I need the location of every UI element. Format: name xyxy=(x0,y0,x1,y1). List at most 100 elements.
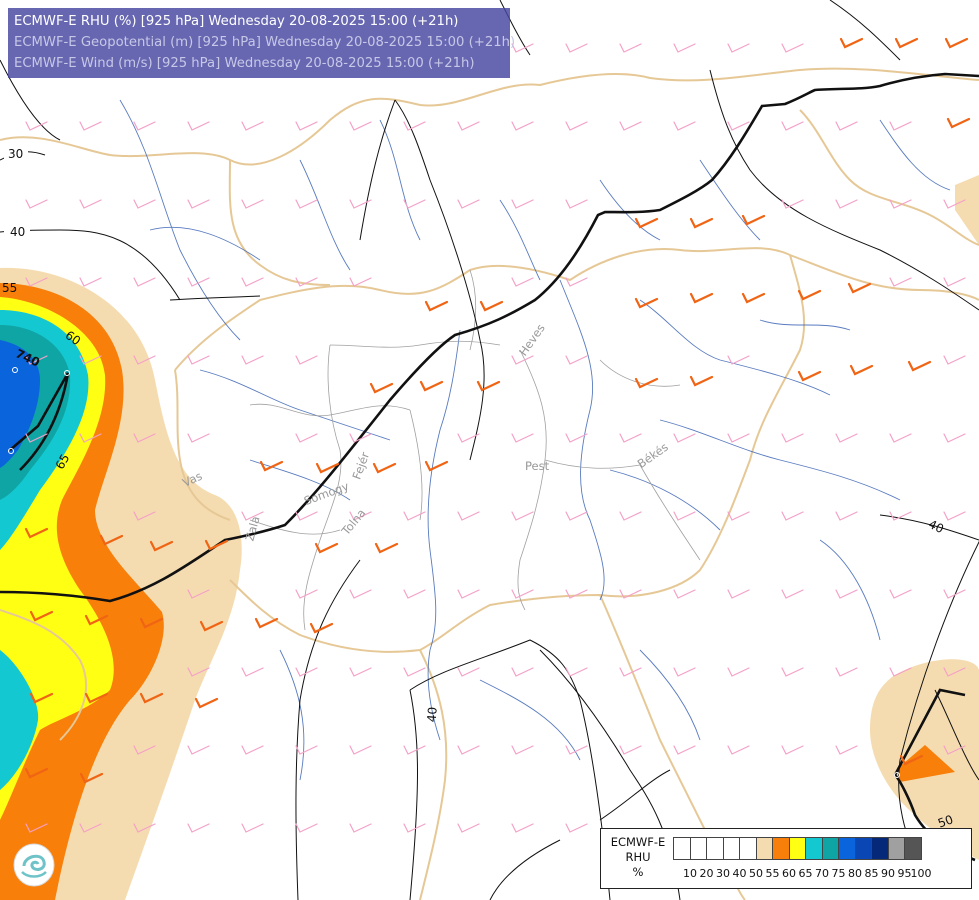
rhu-80-area xyxy=(0,340,40,468)
wind-barb xyxy=(797,370,822,382)
wind-barb xyxy=(24,767,49,779)
legend-tick-label: 50 xyxy=(749,867,763,880)
wind-barb xyxy=(79,355,102,365)
wind-barb xyxy=(476,380,501,392)
wind-barb xyxy=(314,542,339,554)
wind-barb xyxy=(241,277,264,287)
wind-barb xyxy=(349,277,372,287)
county-label-somogy: Somogy xyxy=(302,479,351,508)
wind-barb xyxy=(889,121,912,131)
wind-barb xyxy=(25,121,48,131)
legend-tick-label: 60 xyxy=(782,867,796,880)
wind-barb xyxy=(849,364,874,376)
wind-barb xyxy=(199,620,224,632)
wind-barb xyxy=(889,667,912,677)
wind-barb xyxy=(835,199,858,209)
wind-barb xyxy=(349,433,372,443)
wind-barb xyxy=(295,511,318,521)
wind-barb xyxy=(511,43,534,53)
legend-tick-label: 85 xyxy=(864,867,879,880)
wind-barb xyxy=(457,121,480,131)
wind-barb xyxy=(133,199,156,209)
wind-barb xyxy=(295,589,318,599)
wind-barb xyxy=(295,277,318,287)
wind-barb xyxy=(25,277,48,287)
legend-swatch xyxy=(772,837,790,860)
wind-barb xyxy=(79,433,102,443)
wind-barb xyxy=(781,121,804,131)
color-legend: ECMWF-E RHU % 10 20 30 40 50 55 60 65 70 75 80 85 90… xyxy=(600,828,972,889)
wind-barb xyxy=(79,121,102,131)
wind-barb xyxy=(295,433,318,443)
wind-barb xyxy=(673,589,696,599)
legend-swatch xyxy=(706,837,724,860)
rivers xyxy=(119,99,951,781)
legend-swatch xyxy=(673,837,691,860)
legend-swatch xyxy=(805,837,823,860)
wind-barb xyxy=(943,667,966,677)
wind-barb xyxy=(84,614,109,626)
geo-50-label: 50 xyxy=(936,812,955,830)
wind-barb xyxy=(187,433,210,443)
wind-barb xyxy=(241,511,264,521)
wind-barb xyxy=(315,462,340,474)
legend-ticks: 10 20 30 40 50 55 60 65 70 75 80 85 90 95 100 xyxy=(673,867,973,881)
wind-barb xyxy=(295,745,318,755)
rhu-55-area-ne xyxy=(955,175,979,245)
wind-barb xyxy=(187,199,210,209)
wind-barb xyxy=(565,589,588,599)
wind-barb xyxy=(187,121,210,131)
wind-barb xyxy=(943,277,966,287)
wind-barb xyxy=(511,121,534,131)
rhu-65-label: 65 xyxy=(53,451,73,471)
geo-40-label-bottom: 40 xyxy=(424,706,439,722)
rhu-55-label: 55 xyxy=(2,281,17,295)
wind-barb xyxy=(619,745,642,755)
wind-barb xyxy=(187,589,210,599)
place-labels: Vas Zala Somogy Fejér Tolna Heves Pest B… xyxy=(180,321,671,542)
legend-tick-label: 95 xyxy=(897,867,912,880)
wind-barb xyxy=(511,199,534,209)
wind-barb xyxy=(946,117,971,129)
wind-barb xyxy=(511,667,534,677)
wind-barb xyxy=(204,539,229,551)
header-wind-line: ECMWF-E Wind (m/s) [925 hPa] Wednesday 2… xyxy=(14,56,475,71)
wind-barb xyxy=(673,43,696,53)
wind-barb xyxy=(943,433,966,443)
wind-barb xyxy=(29,610,54,622)
rhu-60-area-se xyxy=(898,745,955,782)
wind-barb xyxy=(187,667,210,677)
wind-barb xyxy=(133,823,156,833)
wind-barb xyxy=(727,589,750,599)
wind-barb xyxy=(727,43,750,53)
wind-barb xyxy=(847,282,872,294)
legend-tick-label: 65 xyxy=(798,867,813,880)
wind-barb xyxy=(29,692,54,704)
wind-barb xyxy=(295,823,318,833)
legend-swatch xyxy=(854,837,872,860)
wind-barb xyxy=(565,745,588,755)
wind-barb xyxy=(349,823,372,833)
wind-barb xyxy=(689,292,714,304)
geo-30-label: 30 xyxy=(8,147,23,161)
wind-barb xyxy=(419,380,444,392)
wind-barb xyxy=(457,667,480,677)
legend-swatch xyxy=(722,837,740,860)
wind-barb xyxy=(79,199,102,209)
wind-barb xyxy=(372,462,397,474)
legend-model: ECMWF-E xyxy=(610,835,666,849)
wind-barb xyxy=(194,697,219,709)
county-label-tolna: Tolna xyxy=(338,506,368,538)
wind-barb xyxy=(944,37,969,49)
county-label-bekes: Békés xyxy=(635,440,671,471)
wind-barb xyxy=(727,121,750,131)
wind-barb xyxy=(511,745,534,755)
wind-barb xyxy=(259,460,284,472)
county-label-heves: Heves xyxy=(516,321,548,358)
wind-barb xyxy=(727,745,750,755)
wind-barb xyxy=(673,433,696,443)
wind-barb xyxy=(943,745,966,755)
wind-barb xyxy=(25,199,48,209)
wind-barb xyxy=(241,121,264,131)
wind-barb xyxy=(511,511,534,521)
